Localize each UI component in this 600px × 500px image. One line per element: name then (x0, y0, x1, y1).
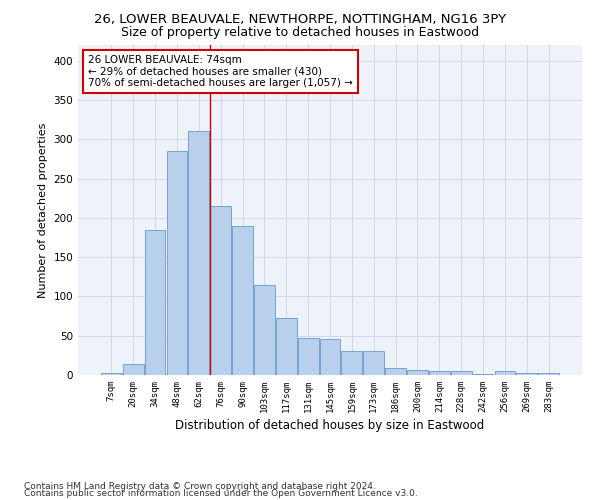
Bar (232, 226, 253, 375)
Text: Contains HM Land Registry data © Crown copyright and database right 2024.: Contains HM Land Registry data © Crown c… (24, 482, 376, 491)
Bar (254, 284, 275, 375)
Bar (320, 339, 340, 375)
Bar (407, 370, 428, 375)
Bar (145, 230, 166, 375)
Bar (188, 130, 209, 375)
Bar (364, 350, 384, 375)
Bar (210, 206, 231, 375)
Bar (276, 318, 296, 375)
Bar (123, 364, 143, 375)
Bar (429, 371, 450, 375)
Text: 26 LOWER BEAUVALE: 74sqm
← 29% of detached houses are smaller (430)
70% of semi-: 26 LOWER BEAUVALE: 74sqm ← 29% of detach… (88, 55, 353, 88)
Y-axis label: Number of detached properties: Number of detached properties (38, 122, 48, 298)
Bar (101, 374, 122, 375)
Text: Contains public sector information licensed under the Open Government Licence v3: Contains public sector information licen… (24, 490, 418, 498)
Bar (473, 374, 493, 375)
Bar (451, 371, 472, 375)
X-axis label: Distribution of detached houses by size in Eastwood: Distribution of detached houses by size … (175, 419, 485, 432)
Text: Size of property relative to detached houses in Eastwood: Size of property relative to detached ho… (121, 26, 479, 39)
Text: 26, LOWER BEAUVALE, NEWTHORPE, NOTTINGHAM, NG16 3PY: 26, LOWER BEAUVALE, NEWTHORPE, NOTTINGHA… (94, 12, 506, 26)
Bar (538, 374, 559, 375)
Bar (167, 151, 187, 375)
Bar (517, 374, 537, 375)
Bar (385, 368, 406, 375)
Bar (298, 338, 319, 375)
Bar (494, 371, 515, 375)
Bar (341, 350, 362, 375)
